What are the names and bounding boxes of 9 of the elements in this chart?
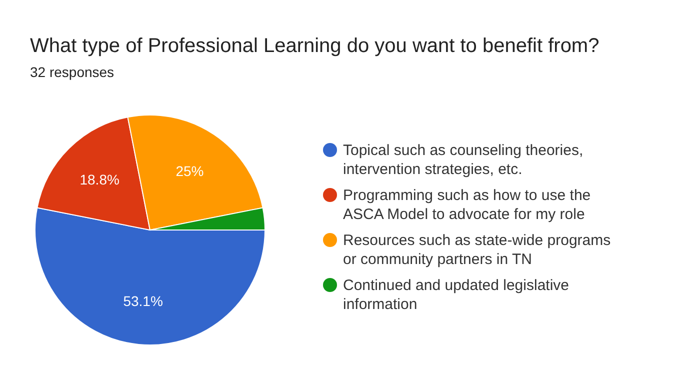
chart-title: What type of Professional Learning do you want to benefit from? [30,35,600,57]
legend-label: Topical such as counseling theories, intervention strategies, etc. [343,142,584,178]
legend-label: Resources such as state-wide programs or community partners in TN [343,232,611,268]
data-label: 53.1% [123,292,163,309]
data-label: 25% [176,162,204,179]
data-label: 18.8% [80,172,120,188]
legend-label: Continued and updated legislative information [343,277,570,313]
legend-label: Programming such as how to use the ASCA Model to advocate for my role [343,187,591,223]
chart-subtitle: 32 responses [30,64,114,80]
